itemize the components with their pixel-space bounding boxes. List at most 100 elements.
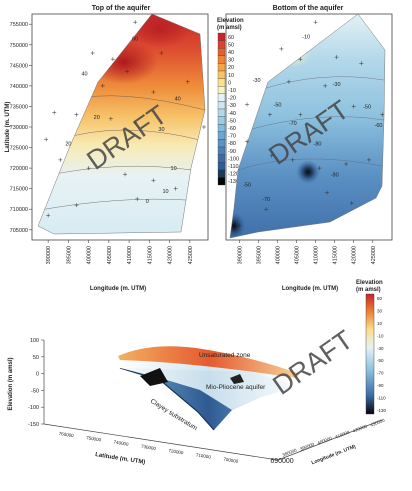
well-marker (267, 112, 272, 117)
well-marker (366, 157, 371, 162)
legend3d-tick-label: -30 (377, 346, 384, 351)
legend-bin (217, 177, 226, 186)
contour-label: 10 (171, 166, 177, 172)
bottom-map-deep-zone (296, 160, 320, 184)
top-map-contour (44, 165, 193, 177)
x-tick-label: 400000 (87, 246, 93, 264)
block-legend-bar (365, 293, 375, 415)
legend-tick-label: -130 (228, 179, 239, 185)
contour-label: -70 (289, 121, 297, 127)
lat-tick-label: 690000 (270, 458, 293, 465)
legend-bin (217, 124, 226, 132)
lon-tick-label: 420000 (352, 423, 368, 433)
x-tick-label: 415000 (333, 246, 339, 264)
block-3d-panel: 100 50 0 -50 -100 -150 Elevation (m amsl) 760… (8, 280, 387, 466)
legend-bin (217, 93, 226, 102)
block-lat-label: Latitude (m. UTM) (95, 452, 146, 466)
well-marker (44, 137, 49, 142)
lon-tick-label: 430000 (370, 417, 386, 427)
block-aquifer-body (120, 360, 296, 410)
legend-bin (217, 162, 226, 170)
well-marker (135, 196, 140, 201)
legend-tick-label: -100 (228, 156, 239, 162)
contour-label: 20 (94, 115, 100, 121)
block-top-surface (118, 346, 300, 378)
contour-label: 40 (82, 72, 88, 78)
legend-tick-label: 30 (228, 58, 234, 64)
x-tick-label: 410000 (127, 246, 133, 264)
legend3d-tick-label: -10 (377, 333, 384, 338)
well-marker (123, 172, 128, 177)
top-map-high-zone (90, 40, 158, 84)
legend-tick-label: 0 (228, 80, 231, 86)
z-tick-label: 100 (30, 338, 39, 344)
well-marker (325, 190, 330, 195)
well-marker (245, 139, 250, 144)
y-tick-label: 730000 (10, 125, 28, 131)
well-marker (185, 79, 190, 84)
legend-tick-label: -40 (228, 111, 236, 117)
well-marker (344, 162, 349, 166)
well-marker (159, 51, 164, 55)
well-marker (100, 83, 105, 88)
block-legend-title-2: (m amsl) (356, 287, 381, 293)
legend-bin (217, 78, 226, 87)
well-marker (317, 166, 322, 171)
legend-tick-label: 10 (228, 73, 234, 79)
well-marker (74, 203, 79, 208)
legend-bin (217, 154, 226, 163)
legend-bin (217, 40, 226, 49)
x-tick-label: 395000 (256, 246, 262, 264)
y-tick-label: 705000 (10, 228, 28, 234)
legend3d-tick-label: -130 (377, 408, 387, 413)
legend-bin (217, 32, 226, 41)
legend-bin (217, 63, 226, 72)
x-tick-label: 405000 (295, 246, 301, 264)
well-marker (201, 125, 206, 129)
bottom-map-contour (259, 76, 385, 91)
y-tick-label: 720000 (10, 166, 28, 172)
lon-tick-label: 400000 (317, 435, 333, 445)
block-legend-title-1: Elevation (356, 280, 383, 286)
legend3d-tick-label: -50 (377, 358, 384, 363)
bottom-map-frame (225, 13, 393, 241)
z-tick-label: -100 (28, 405, 39, 411)
lat-tick-label: 750000 (86, 435, 102, 442)
y-tick-label: 715000 (10, 187, 28, 193)
legend-tick-label: -30 (228, 103, 236, 109)
bottom-map-title: Bottom of the aquifer (273, 5, 344, 12)
contour-label: 20 (65, 142, 71, 148)
legend-bin (217, 116, 226, 125)
z-tick-label: 0 (36, 372, 39, 378)
top-map-title: Top of the aquifer (92, 5, 151, 12)
contour-label: -70 (262, 197, 270, 203)
legend-tick-label: -60 (228, 126, 236, 132)
y-tick-label: 735000 (10, 104, 28, 110)
contour-label: -90 (331, 172, 339, 178)
lat-tick-label: 760000 (58, 431, 74, 438)
well-marker (151, 178, 156, 183)
x-tick-label: 405000 (107, 246, 113, 264)
well-marker (74, 112, 79, 117)
z-tick-label: -150 (28, 422, 39, 428)
well-marker (279, 46, 284, 51)
bottom-map-contour (247, 116, 385, 131)
x-tick-label: 425000 (371, 246, 377, 264)
legend-tick-label: -120 (228, 172, 239, 178)
legend-bin (217, 70, 226, 79)
contour-label: 40 (175, 96, 181, 102)
bottom-map-deep-zone-2 (230, 212, 246, 238)
well-marker (313, 20, 318, 25)
block-lat-axis (43, 423, 279, 461)
well-marker (380, 112, 385, 117)
y-tick-label: 710000 (10, 207, 28, 213)
contour-label: -30 (253, 78, 261, 84)
z-tick-label: 50 (33, 355, 39, 361)
lon-tick-label: 380000 (282, 447, 298, 457)
map-legend-title-1: Elevation (217, 18, 244, 24)
legend3d-tick-label: 10 (377, 321, 383, 326)
legend-bin (217, 139, 226, 148)
contour-label: -50 (274, 102, 282, 108)
y-tick-label: 755000 (10, 22, 28, 28)
